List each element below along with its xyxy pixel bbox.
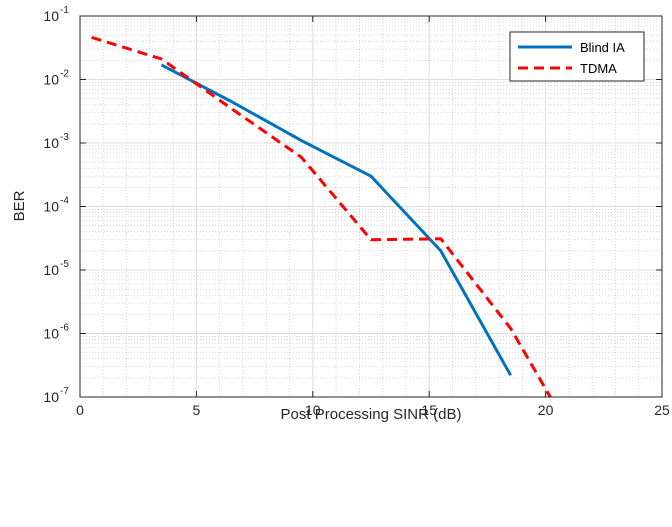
y-tick-label: 10 [43, 326, 59, 342]
y-tick-base: 10 [43, 199, 59, 215]
series-line-tdma [91, 35, 552, 398]
legend-label: TDMA [580, 61, 617, 76]
x-tick-label: 0 [76, 402, 84, 418]
y-tick-exponent: -1 [60, 5, 69, 16]
y-tick-label: 10 [43, 262, 59, 278]
x-tick-label: 20 [538, 402, 554, 418]
legend-label: Blind IA [580, 40, 625, 55]
y-tick-base: 10 [43, 8, 59, 24]
x-tick-label: 10 [305, 402, 321, 418]
y-tick-exponent: -5 [60, 259, 69, 270]
y-tick-base: 10 [43, 72, 59, 88]
legend: Blind IA TDMA [509, 31, 645, 82]
series-line-blind-ia [160, 63, 513, 377]
x-tick-label: 5 [193, 402, 201, 418]
series-layer [91, 35, 552, 398]
y-tick-base: 10 [43, 135, 59, 151]
x-tick-label: 25 [654, 402, 670, 418]
y-tick-exponent: -3 [60, 132, 69, 143]
y-tick-label: 10 [43, 389, 59, 405]
y-tick-exponent: -2 [60, 69, 69, 80]
y-tick-labels: 10-110-210-310-410-510-610-7 [43, 5, 69, 405]
y-tick-base: 10 [43, 262, 59, 278]
legend-box [509, 31, 645, 82]
y-tick-exponent: -7 [60, 386, 69, 397]
y-tick-label: 10 [43, 8, 59, 24]
x-axis-label: Post Processing SINR (dB) [281, 406, 462, 423]
x-tick-label: 15 [421, 402, 437, 418]
x-tick-labels: 0 5 10 15 20 25 [76, 402, 670, 418]
y-tick-label: 10 [43, 199, 59, 215]
y-tick-label: 10 [43, 135, 59, 151]
y-tick-label: 10 [43, 72, 59, 88]
y-tick-exponent: -4 [60, 196, 69, 207]
y-tick-exponent: -6 [60, 323, 69, 334]
y-tick-base: 10 [43, 389, 59, 405]
y-tick-base: 10 [43, 326, 59, 342]
y-axis-label: BER [11, 190, 28, 221]
tick-marks [79, 15, 663, 398]
